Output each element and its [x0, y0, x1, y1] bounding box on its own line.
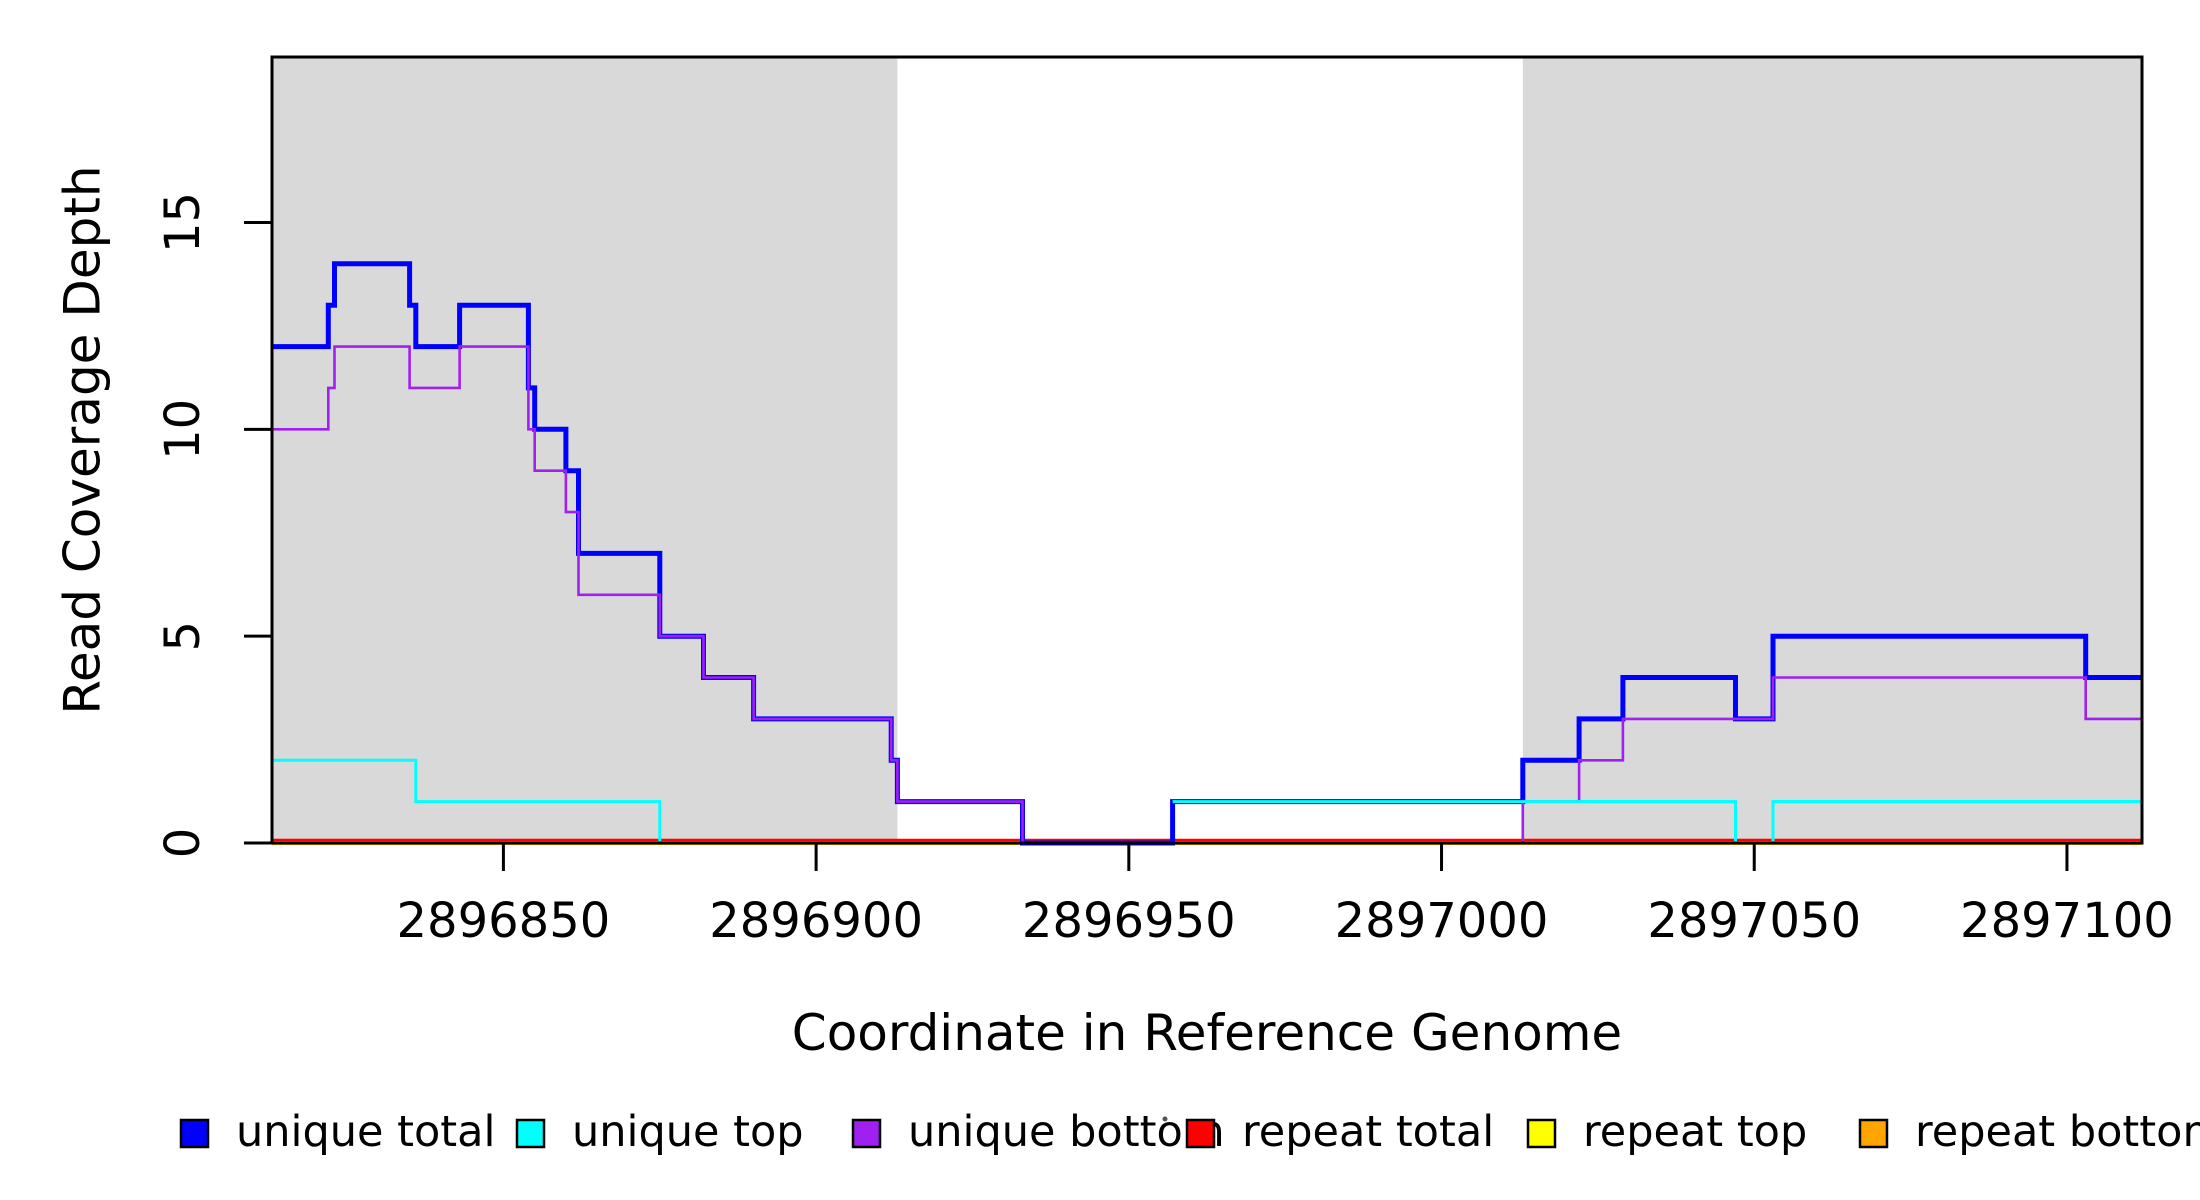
x-tick-label: 2896850: [397, 893, 611, 949]
y-tick-label: 15: [155, 192, 211, 253]
x-tick-label: 2896900: [709, 893, 923, 949]
x-axis-title: Coordinate in Reference Genome: [792, 1004, 1622, 1062]
x-tick-label: 2897100: [1960, 893, 2174, 949]
legend-item-unique-top: unique top: [515, 1107, 804, 1157]
legend-item-unique-bottom: unique bottom: [851, 1107, 1225, 1157]
legend-item-unique-total: unique total: [179, 1107, 495, 1157]
legend-label: repeat top: [1583, 1107, 1807, 1157]
legend-swatch: [1858, 1118, 1889, 1149]
y-tick-label: 5: [155, 621, 211, 652]
chart-legend: unique total unique top unique bottom repea…: [179, 1107, 2200, 1157]
right-shaded-block: [1522, 57, 2142, 843]
x-tick-label: 2897000: [1335, 893, 1549, 949]
legend-swatch: [179, 1118, 210, 1149]
legend-item-repeat-total: repeat total: [1185, 1107, 1494, 1157]
legend-label: unique total: [236, 1107, 495, 1157]
legend-label: unique bottom: [908, 1107, 1225, 1157]
y-tick-label: 10: [155, 399, 211, 460]
y-tick-label: 0: [155, 828, 211, 859]
stray-dot: [1162, 1116, 1168, 1122]
legend-item-repeat-top: repeat top: [1526, 1107, 1807, 1157]
legend-swatch: [1526, 1118, 1557, 1149]
x-tick-label: 2896950: [1022, 893, 1236, 949]
legend-label: unique top: [572, 1107, 804, 1157]
legend-label: repeat bottom: [1915, 1107, 2200, 1157]
legend-swatch: [1185, 1118, 1216, 1149]
legend-item-repeat-bottom: repeat bottom: [1858, 1107, 2200, 1157]
left-shaded-block: [272, 57, 898, 843]
plot-border: [270, 55, 2144, 845]
legend-swatch: [515, 1118, 546, 1149]
plot-layer: 2896850 2896900 2896950 2897000 2897050 28971…: [155, 55, 2174, 949]
legend-swatch: [851, 1118, 882, 1149]
y-axis-title: Read Coverage Depth: [54, 165, 112, 714]
x-tick-label: 2897050: [1647, 893, 1861, 949]
legend-label: repeat total: [1242, 1107, 1494, 1157]
series-line-unique-bottom: [272, 345, 2144, 845]
